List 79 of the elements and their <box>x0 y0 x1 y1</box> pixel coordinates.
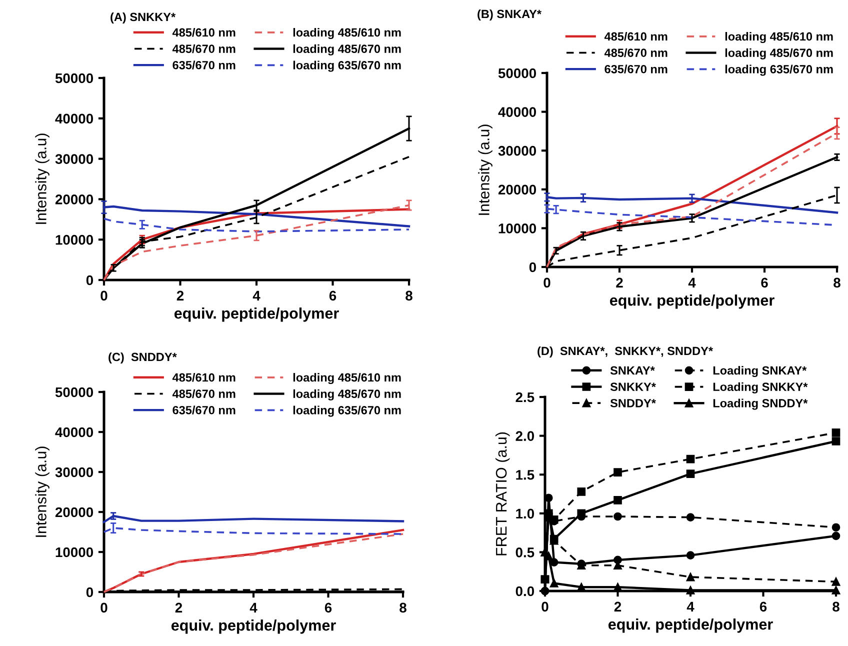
x-tick-label: 4 <box>688 278 696 288</box>
legend-label: SNKKY* <box>610 382 656 391</box>
x-tick-label: 2 <box>614 602 622 612</box>
legend-label: 485/670 nm <box>172 389 236 398</box>
x-tick-label: 0 <box>100 290 108 301</box>
y-tick-label: 2.5 <box>516 392 534 402</box>
x-axis-title: equiv. peptide/polymer <box>608 618 773 633</box>
x-tick-label: 6 <box>760 602 767 612</box>
y-tick-label: 20000 <box>498 184 536 195</box>
x-tick-label: 4 <box>250 602 258 612</box>
legend-label: loading 635/670 nm <box>293 60 401 72</box>
legend-label: 635/670 nm <box>172 406 236 414</box>
y-tick-label: 0 <box>86 587 94 598</box>
legend-label: Loading SNKKY* <box>713 382 808 394</box>
x-tick-label: 8 <box>834 278 840 288</box>
y-tick-label: 20000 <box>55 194 94 204</box>
chart-title: (C) SNDDY* <box>108 352 177 364</box>
y-tick-label: 1.5 <box>516 470 534 480</box>
legend-label: 485/670 nm <box>604 48 668 58</box>
y-tick-label: 30000 <box>55 467 94 478</box>
legend-label: Loading SNKAY* <box>713 366 807 378</box>
x-tick-label: 6 <box>324 602 332 613</box>
legend-label: loading 485/670 nm <box>293 44 401 56</box>
x-tick-label: 2 <box>176 290 184 300</box>
y-axis-title: Intensity (a.u) <box>478 124 492 215</box>
y-tick-label: 1.0 <box>516 508 534 519</box>
legend-label: loading 485/670 nm <box>725 48 833 60</box>
y-tick-label: 10000 <box>498 224 536 234</box>
x-tick-label: 6 <box>761 278 768 288</box>
x-axis-title: equiv. peptide/polymer <box>610 294 774 309</box>
x-tick-label: 8 <box>400 602 406 613</box>
x-tick-label: 4 <box>252 290 260 300</box>
x-tick-label: 0 <box>100 602 108 613</box>
x-axis-title: equiv. peptide/polymer <box>171 620 336 634</box>
x-axis-title: equiv. peptide/polymer <box>174 308 339 322</box>
y-tick-label: 50000 <box>55 387 94 398</box>
x-tick-label: 8 <box>406 290 412 301</box>
x-tick-label: 2 <box>616 278 623 288</box>
y-tick-label: 40000 <box>498 107 536 117</box>
legend-label: loading 485/610 nm <box>293 373 401 384</box>
legend-label: 485/670 nm <box>172 44 236 54</box>
legend-label: SNDDY* <box>610 398 656 408</box>
y-tick-label: 10000 <box>56 234 94 245</box>
y-tick-label: 50000 <box>498 68 536 78</box>
x-tick-label: 8 <box>832 602 840 612</box>
legend-label: 485/610 nm <box>172 373 236 382</box>
y-tick-label: 30000 <box>55 154 94 164</box>
y-tick-label: 50000 <box>55 73 94 84</box>
y-tick-label: 2.0 <box>516 431 534 441</box>
x-tick-label: 6 <box>329 290 336 301</box>
legend-label: loading 635/670 nm <box>725 64 833 76</box>
legend-label: loading 485/670 nm <box>293 389 401 400</box>
y-tick-label: 20000 <box>55 507 94 518</box>
legend-label: 485/610 nm <box>172 28 236 37</box>
chart-title: (B) SNKAY* <box>478 10 542 20</box>
x-tick-label: 0 <box>542 602 548 612</box>
y-axis-title: Intensity (a.u) <box>35 134 50 224</box>
y-tick-label: 10000 <box>56 547 94 558</box>
legend-label: 485/610 nm <box>604 32 668 41</box>
legend-label: loading 485/610 nm <box>293 28 401 40</box>
legend-label: Loading SNDDY* <box>713 398 808 410</box>
x-tick-label: 2 <box>175 602 182 612</box>
y-axis-title: FRET RATIO (a.u) <box>495 432 510 556</box>
legend-label: loading 635/670 nm <box>293 406 401 417</box>
y-tick-label: 0.5 <box>516 548 534 558</box>
x-tick-label: 0 <box>544 278 550 288</box>
legend-label: 635/670 nm <box>604 64 668 74</box>
y-tick-label: 40000 <box>55 114 94 124</box>
legend-label: 635/670 nm <box>172 60 236 70</box>
x-tick-label: 4 <box>686 602 694 612</box>
y-tick-label: 0.0 <box>516 586 534 596</box>
chart-title: (D) SNKAY*, SNKKY*, SNDDY* <box>538 346 714 358</box>
y-tick-label: 0 <box>529 262 536 272</box>
chart-title: (A) SNKKY* <box>110 12 176 24</box>
legend-label: SNKAY* <box>610 366 655 375</box>
y-tick-label: 40000 <box>55 427 94 438</box>
legend-label: loading 485/610 nm <box>725 32 833 44</box>
y-tick-label: 30000 <box>498 146 536 156</box>
y-axis-title: Intensity (a.u) <box>35 446 50 537</box>
